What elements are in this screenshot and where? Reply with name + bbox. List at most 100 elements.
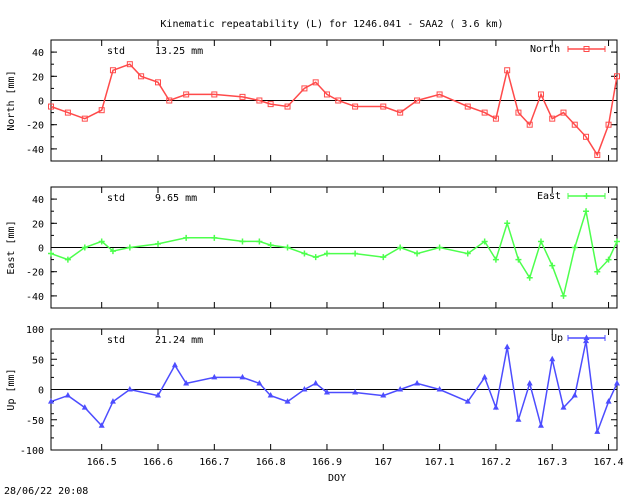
data-point xyxy=(166,97,173,104)
data-point xyxy=(436,244,443,251)
x-tick-label: 167.4 xyxy=(593,457,623,468)
series-line-up xyxy=(50,340,618,433)
y-tick-label: 20 xyxy=(32,72,44,83)
y-tick-label: 40 xyxy=(32,48,44,59)
x-tick-label: 167.3 xyxy=(537,457,567,468)
data-point xyxy=(464,250,471,257)
data-point xyxy=(239,238,246,245)
data-point xyxy=(267,392,274,398)
y-tick-label: -40 xyxy=(26,292,44,303)
data-point xyxy=(504,220,511,227)
panel-north: 40 20 0 -20 -40 North [mm] std 13.25 mm North xyxy=(6,39,620,162)
legend-marker xyxy=(583,193,590,199)
data-point xyxy=(284,244,291,251)
y-axis-label: Up [mm] xyxy=(6,368,17,410)
data-point xyxy=(414,97,421,104)
y-tick-label: 0 xyxy=(38,97,44,108)
x-tick-label: 166.8 xyxy=(256,457,286,468)
data-point xyxy=(301,85,308,92)
data-point xyxy=(109,248,116,255)
legend-marker xyxy=(583,334,590,340)
std-label: std xyxy=(107,335,125,346)
data-point xyxy=(492,256,499,263)
y-tick-label: 100 xyxy=(26,325,44,336)
data-point xyxy=(414,250,421,257)
series-line-north xyxy=(50,63,618,157)
data-point xyxy=(397,109,404,116)
data-point xyxy=(549,115,556,122)
panel-east: 40 20 0 -20 -40 East [mm] std 9.65 mm East xyxy=(6,186,620,309)
std-value: 21.24 mm xyxy=(155,335,203,346)
data-point xyxy=(48,398,54,404)
data-point xyxy=(312,379,319,386)
data-point xyxy=(436,386,443,392)
data-point xyxy=(380,103,387,110)
data-point xyxy=(583,337,590,344)
data-point xyxy=(481,373,488,380)
data-point xyxy=(183,91,190,98)
data-point xyxy=(614,379,620,386)
x-axis-tick-labels: 166.5 166.6 166.7 166.8 166.9 167 167.1 167.2 16… xyxy=(87,457,624,468)
data-point xyxy=(515,416,522,422)
std-label: std xyxy=(107,46,125,57)
x-tick-label: 167 xyxy=(374,457,392,468)
chart-panels: 40 20 0 -20 -40 North [mm] std 13.25 mm North 40 2… xyxy=(6,39,620,457)
data-point xyxy=(64,109,71,116)
data-point xyxy=(614,73,620,80)
x-tick-label: 166.5 xyxy=(87,457,117,468)
x-tick-label: 166.7 xyxy=(199,457,229,468)
y-tick-label: -20 xyxy=(26,121,44,132)
legend-marker xyxy=(583,46,590,52)
data-point xyxy=(515,109,522,116)
y-tick-label: 20 xyxy=(32,219,44,230)
data-point xyxy=(571,244,578,251)
panel-up: 100 50 0 -50 -100 Up [mm] std 21.24 mm Up xyxy=(6,325,620,457)
y-tick-label: 0 xyxy=(38,386,44,397)
data-point xyxy=(504,343,511,350)
data-point xyxy=(284,103,291,110)
data-point xyxy=(560,292,567,299)
data-point xyxy=(64,392,71,398)
data-point xyxy=(267,101,274,108)
data-point xyxy=(481,238,488,245)
legend-entry-north: North xyxy=(530,44,560,55)
data-point xyxy=(571,392,578,398)
data-point xyxy=(183,379,190,386)
data-point xyxy=(284,398,291,404)
std-value: 13.25 mm xyxy=(155,46,203,57)
data-point xyxy=(323,250,330,257)
data-point xyxy=(183,234,190,241)
y-tick-label: -100 xyxy=(20,446,44,457)
data-point xyxy=(526,274,533,281)
data-point xyxy=(155,392,162,398)
data-point xyxy=(594,151,601,158)
data-point xyxy=(605,121,612,128)
data-point xyxy=(380,392,387,398)
data-point xyxy=(239,373,246,380)
data-point xyxy=(380,254,387,261)
data-point xyxy=(155,240,162,247)
std-value: 9.65 mm xyxy=(155,193,197,204)
data-point xyxy=(397,386,404,392)
data-point xyxy=(211,91,218,98)
x-tick-label: 167.2 xyxy=(481,457,511,468)
data-point xyxy=(267,242,274,249)
data-point xyxy=(571,121,578,128)
x-axis-label: DOY xyxy=(328,473,346,484)
y-tick-label: 0 xyxy=(38,244,44,255)
data-point xyxy=(312,254,319,261)
data-point xyxy=(301,386,308,392)
data-point xyxy=(323,389,330,395)
y-tick-label: -20 xyxy=(26,268,44,279)
data-point xyxy=(98,422,105,428)
data-point xyxy=(436,91,443,98)
x-tick-label: 166.6 xyxy=(143,457,173,468)
data-point xyxy=(256,238,263,245)
data-point xyxy=(352,250,359,257)
data-point xyxy=(352,103,359,110)
data-point xyxy=(109,398,116,404)
data-point xyxy=(256,379,263,386)
std-label: std xyxy=(107,193,125,204)
data-point xyxy=(537,91,544,98)
data-point xyxy=(109,67,116,74)
